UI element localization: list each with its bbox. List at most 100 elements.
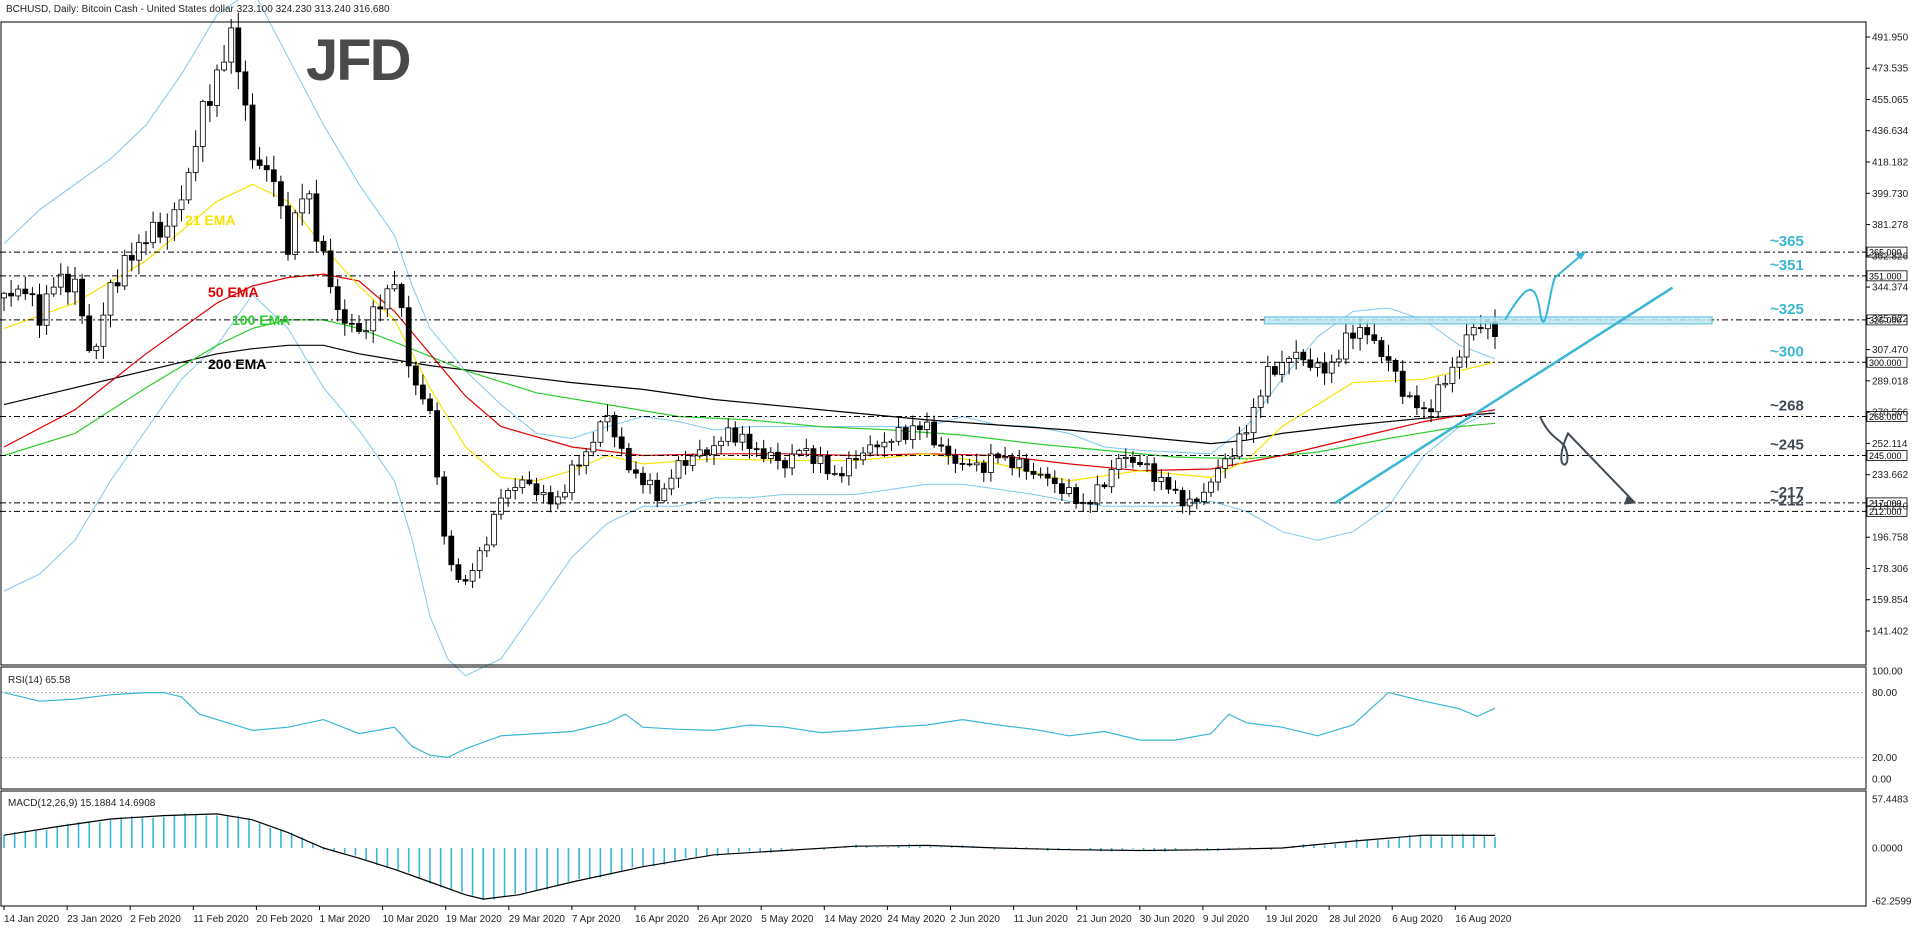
candle-body [810,448,817,464]
bullish-arrowhead [1575,251,1586,260]
candle-body [292,212,299,255]
level-price-box-label: 300.000 [1869,358,1902,368]
candle-body [909,425,916,440]
candle-body [8,292,15,297]
candle-body [732,427,739,443]
candle-body [1122,456,1129,460]
candle-body [505,490,512,499]
level-price-box-label: 245.000 [1869,451,1902,461]
candle-body [1243,432,1250,435]
candle-body [1051,477,1058,485]
ema50-label: 50 EMA [208,284,259,300]
candle-body [668,477,675,490]
candle-body [689,455,696,466]
main-price-panel: ~365 ~351 ~325 ~300 ~268 ~245 ~217~212 21 EMA 50… [0,0,1866,677]
candle-body [476,550,483,571]
macd-signal-line [3,813,1496,900]
level-label: ~245 [1770,436,1804,453]
candle-body [1463,334,1470,358]
candle-body [419,384,426,400]
candle-body [782,460,788,469]
candle-body [760,448,767,459]
candle-body [817,455,824,464]
candle-body [966,463,973,466]
candle-body [1314,362,1321,368]
x-tick-label: 10 Mar 2020 [383,914,440,925]
y-tick-label: 325.922 [1872,314,1909,325]
level-label: ~212 [1770,492,1804,509]
candle-body [554,496,561,505]
resistance-zone [1263,316,1713,325]
x-tick-label: 14 Jan 2020 [4,914,59,925]
candle-body [1257,395,1264,408]
candle-body [263,165,270,171]
candle-body [831,473,838,475]
level-label: ~365 [1770,233,1804,250]
candle-body [483,544,490,552]
y-tick-label: 270.566 [1872,408,1909,419]
level-price-box-label: 268.000 [1869,412,1902,422]
candle-body [1236,433,1243,458]
jfd-logo: JFD [306,28,410,93]
candle-body [1470,327,1477,336]
candle-body [569,464,575,494]
x-tick-label: 24 May 2020 [887,914,945,925]
candle-body [72,278,78,293]
candle-body [704,449,710,456]
y-tick-label: 233.662 [1872,470,1909,481]
level-price-box [1866,270,1908,282]
candle-body [79,278,85,317]
y-tick-label: 344.374 [1872,283,1909,294]
macd-title: MACD(12,26,9) 15.1884 14.6908 [8,798,156,809]
macd-panel-frame [0,790,1867,907]
macd-y-tick-label: 57.4483 [1872,795,1909,806]
candle-body [1279,362,1285,375]
ema100-label: 100 EMA [232,312,290,328]
level-price-box [1866,356,1908,368]
x-tick-label: 19 Jul 2020 [1266,914,1318,925]
candle-body [647,479,653,486]
candle-body [270,169,277,183]
x-tick-label: 2 Jun 2020 [951,914,1001,925]
candle-body [1321,362,1328,374]
candle-body [334,286,341,311]
candle-body [1165,477,1172,490]
level-price-box [1866,246,1908,258]
candle-body [512,487,519,491]
x-tick-label: 1 Mar 2020 [320,914,371,925]
candle-body [256,159,263,166]
candle-body [490,513,497,546]
candle-body [214,69,220,106]
candle-body [171,209,178,227]
candle-body [1428,408,1434,413]
ema21-label: 21 EMA [185,212,236,228]
candle-body [341,309,348,324]
candle-body [1406,395,1413,398]
level-price-box [1866,314,1908,326]
ema200-label: 200 EMA [208,356,266,372]
candle-body [838,473,845,477]
x-tick-label: 30 Jun 2020 [1140,914,1195,925]
candle-body [164,225,171,238]
x-tick-label: 14 May 2020 [824,914,882,925]
candle-body [405,307,412,367]
bollinger-lower-band [3,293,1496,677]
y-tick-label: 289.018 [1872,376,1909,387]
candle-body [1449,366,1456,384]
candle-body [1392,359,1399,372]
candle-body [526,479,533,485]
candle-body [206,101,213,106]
candle-body [902,427,909,440]
candle-body [1300,351,1307,361]
candle-body [1115,458,1122,470]
x-tick-label: 11 Jun 2020 [1014,914,1069,925]
candle-body [959,462,966,465]
y-tick-label: 159.854 [1872,595,1909,606]
candle-body [675,460,682,479]
y-tick-label: 141.402 [1872,627,1909,638]
candle-body [192,146,199,173]
candle-body [1179,489,1186,507]
candle-body [988,453,994,473]
candle-body [50,286,57,295]
macd-y-tick-label: -62.2599 [1872,897,1912,908]
